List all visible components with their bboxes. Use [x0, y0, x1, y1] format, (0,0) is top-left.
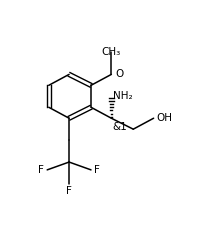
Text: CH₃: CH₃ [102, 47, 121, 58]
Text: F: F [38, 165, 44, 175]
Text: NH₂: NH₂ [113, 91, 133, 101]
Text: OH: OH [156, 113, 172, 123]
Text: F: F [66, 186, 72, 196]
Text: &1: &1 [112, 122, 127, 132]
Text: F: F [94, 165, 100, 175]
Text: O: O [115, 69, 123, 79]
